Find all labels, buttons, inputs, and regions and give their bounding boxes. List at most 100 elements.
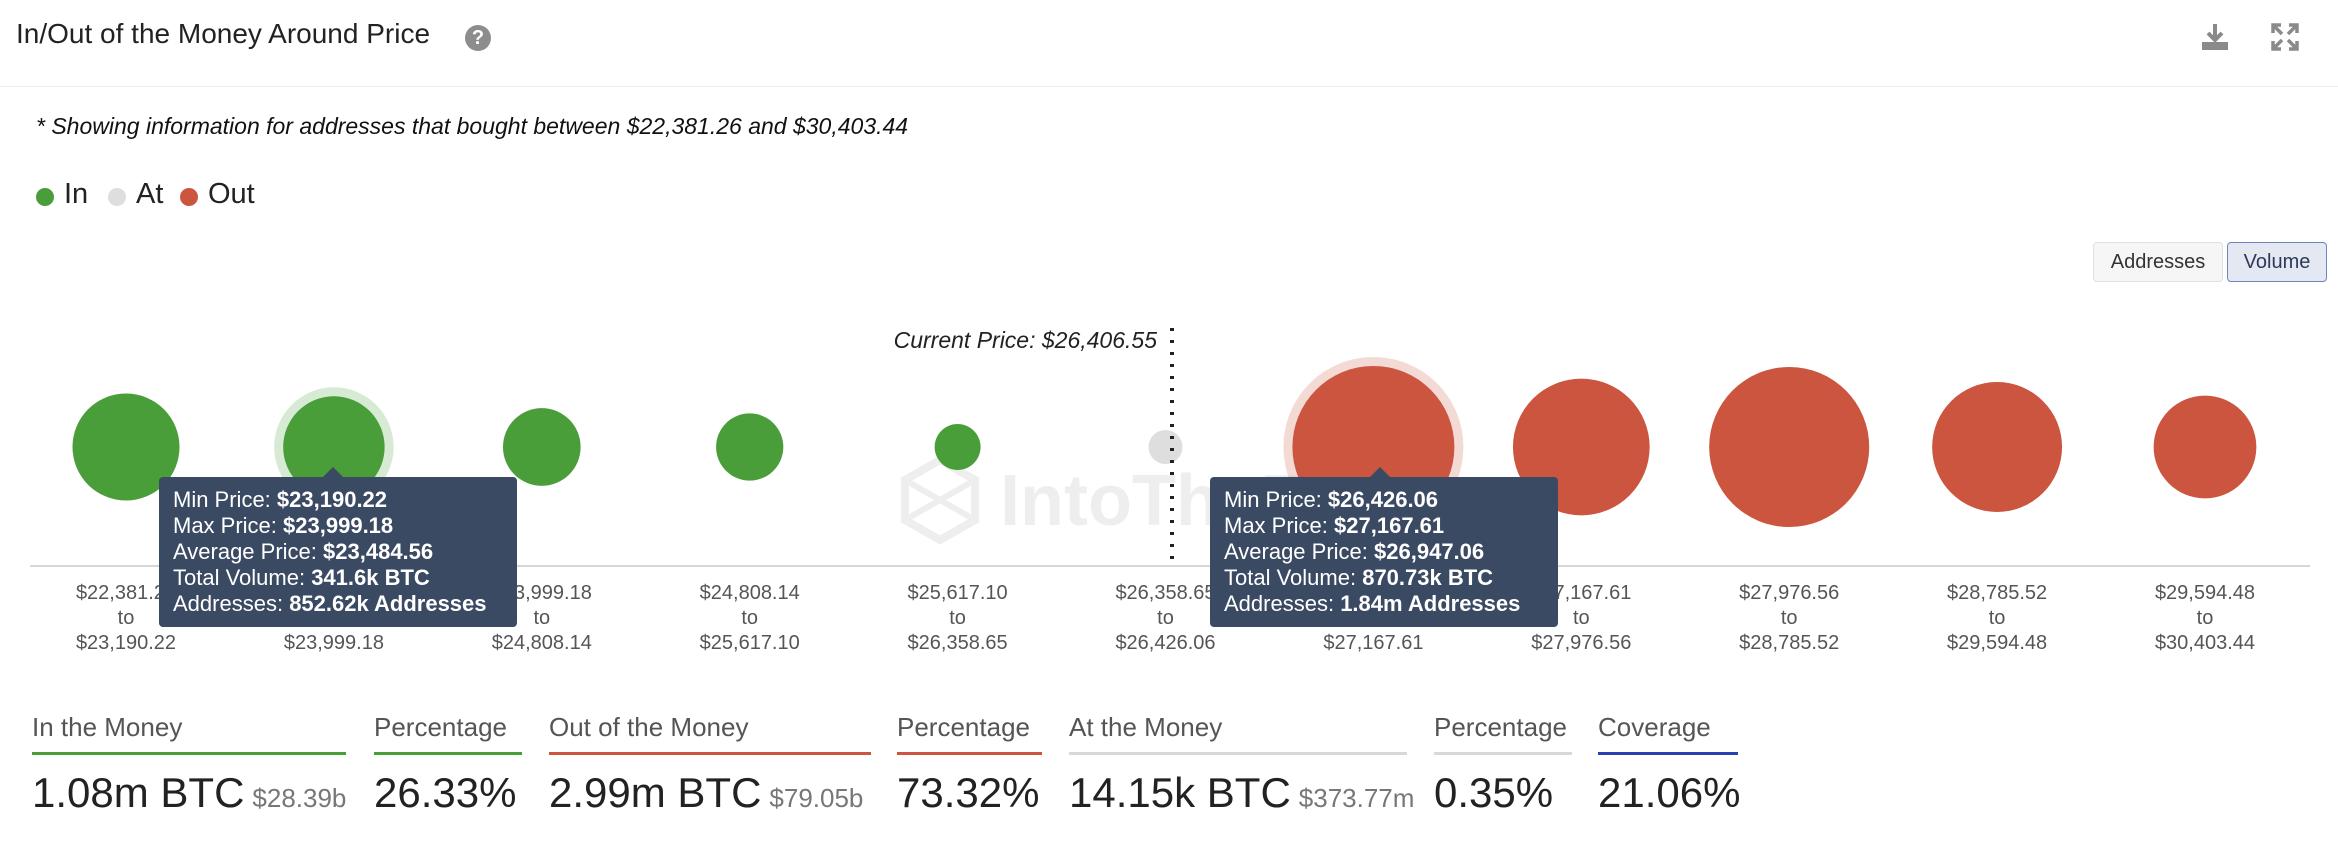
tick-label-from: $26,358.65: [1115, 582, 1215, 604]
tooltip-vol-label: Total Volume:: [1224, 565, 1357, 590]
bubble-out[interactable]: [2153, 395, 2257, 499]
bubble-in[interactable]: [283, 396, 385, 498]
stat-label: Out of the Money: [549, 712, 749, 742]
range-note: * Showing information for addresses that…: [36, 113, 909, 139]
stat-value: 21.06%: [1598, 769, 1741, 816]
toggle-volume-button[interactable]: Volume: [2227, 242, 2327, 282]
bubble-in[interactable]: [72, 393, 180, 501]
toggle-addresses-button[interactable]: Addresses: [2093, 242, 2223, 282]
legend-dot-at: [108, 188, 126, 206]
tooltip-max-value: $23,999.18: [283, 513, 394, 538]
stat-value: 14.15k BTC: [1069, 769, 1291, 816]
tick-label-from: $25,617.10: [908, 582, 1008, 604]
tick-label-to-price: $27,167.61: [1323, 632, 1423, 654]
tooltip-addr-value: 1.84m Addresses: [1340, 591, 1521, 616]
stat-at-percentage: Percentage 0.35%: [1434, 712, 1572, 817]
tooltip-addr-row: Addresses: 1.84m Addresses: [1224, 591, 1544, 617]
tooltip-avg-value: $23,484.56: [323, 539, 434, 564]
stat-underline: [549, 752, 871, 755]
tick-label-to-price: $24,808.14: [492, 632, 592, 654]
stat-underline: [1069, 752, 1407, 755]
download-icon[interactable]: [2198, 20, 2232, 54]
stat-label: At the Money: [1069, 712, 1223, 742]
tooltip-min-label: Min Price:: [173, 487, 271, 512]
bubble-out[interactable]: [1932, 382, 2063, 512]
legend-dot-in: [36, 188, 54, 206]
tooltip-avg-row: Average Price: $23,484.56: [173, 539, 503, 565]
tick-label-to: to: [1989, 607, 2006, 629]
tick-label-to-price: $23,999.18: [284, 632, 384, 654]
tick-label-to-price: $23,190.22: [76, 632, 176, 654]
stat-label: In the Money: [32, 712, 183, 742]
tooltip-addr-row: Addresses: 852.62k Addresses: [173, 591, 503, 617]
tooltip-max-row: Max Price: $27,167.61: [1224, 513, 1544, 539]
tooltip-vol-row: Total Volume: 870.73k BTC: [1224, 565, 1544, 591]
widget-header: In/Out of the Money Around Price ?: [0, 0, 2338, 87]
tooltip-max-label: Max Price:: [1224, 513, 1328, 538]
watermark-logo-icon: [901, 455, 979, 545]
stat-at-the-money: At the Money 14.15k BTC $373.77m: [1069, 712, 1414, 817]
tooltip-min-value: $26,426.06: [1327, 487, 1439, 512]
stat-label: Percentage: [897, 712, 1030, 742]
bubble-in[interactable]: [716, 413, 784, 481]
stat-underline: [1434, 752, 1572, 755]
tick-label-to: to: [118, 607, 135, 629]
stat-value: 1.08m BTC: [32, 769, 245, 816]
stat-value-row: 2.99m BTC $79.05b: [549, 769, 871, 817]
tooltip-max-value: $27,167.61: [1334, 513, 1445, 538]
tooltip-vol-value: 870.73k BTC: [1362, 565, 1494, 590]
tick-label-to: to: [533, 607, 550, 629]
stat-underline: [897, 752, 1042, 755]
tick-label-to: to: [2197, 607, 2214, 629]
tick-label-from: $24,808.14: [700, 582, 800, 604]
tick-label-to-price: $26,358.65: [908, 632, 1008, 654]
bubble-at[interactable]: [1148, 430, 1183, 464]
stat-out-of-the-money: Out of the Money 2.99m BTC $79.05b: [549, 712, 871, 817]
bubble-out[interactable]: [1709, 366, 1870, 528]
stat-in-percentage: Percentage 26.33%: [374, 712, 522, 817]
tick-label-to-price: $26,426.06: [1115, 632, 1215, 654]
tick-label-to-price: $27,976.56: [1531, 632, 1631, 654]
stat-label: Percentage: [374, 712, 507, 742]
legend-dot-out: [180, 188, 198, 206]
stat-underline: [374, 752, 522, 755]
tick-label-from: $29,594.48: [2155, 582, 2255, 604]
stat-value: 0.35%: [1434, 769, 1554, 816]
stat-value-row: 1.08m BTC $28.39b: [32, 769, 346, 817]
tick-label-to-price: $30,403.44: [2155, 632, 2255, 654]
tooltip-range-7: Min Price: $26,426.06 Max Price: $27,167…: [1210, 467, 1558, 627]
tooltip-arrow: [1370, 467, 1390, 477]
tooltip-avg-label: Average Price:: [1224, 539, 1368, 564]
stat-underline: [1598, 752, 1738, 755]
tooltip-vol-row: Total Volume: 341.6k BTC: [173, 565, 503, 591]
bubble-in[interactable]: [934, 424, 981, 470]
tooltip-addr-label: Addresses:: [1224, 591, 1335, 616]
tooltip-min-row: Min Price: $26,426.06: [1224, 487, 1544, 513]
tick-label-to: to: [949, 607, 966, 629]
tooltip-min-label: Min Price:: [1224, 487, 1322, 512]
tick-label-to: to: [1573, 607, 1590, 629]
tooltip-min-row: Min Price: $23,190.22: [173, 487, 503, 513]
tick-label-from: $22,381.26: [76, 582, 176, 604]
tooltip-vol-label: Total Volume:: [173, 565, 306, 590]
bubble-in[interactable]: [502, 408, 581, 486]
tick-label-to: to: [741, 607, 758, 629]
expand-icon[interactable]: [2268, 20, 2302, 54]
tooltip-avg-value: $26,947.06: [1374, 539, 1485, 564]
legend-label-in: In: [64, 178, 89, 210]
stat-label: Percentage: [1434, 712, 1567, 742]
tooltip-range-2: Min Price: $23,190.22 Max Price: $23,999…: [159, 467, 517, 627]
tooltip-vol-value: 341.6k BTC: [311, 565, 430, 590]
tooltip-avg-row: Average Price: $26,947.06: [1224, 539, 1544, 565]
tooltip-addr-value: 852.62k Addresses: [289, 591, 487, 616]
stat-value-row: 14.15k BTC $373.77m: [1069, 769, 1414, 817]
current-price-label: Current Price: $26,406.55: [894, 327, 1158, 353]
stat-out-percentage: Percentage 73.32%: [897, 712, 1042, 817]
stat-value: 2.99m BTC: [549, 769, 762, 816]
tooltip-min-value: $23,190.22: [276, 487, 388, 512]
stat-value: 26.33%: [374, 769, 517, 816]
tooltip-max-row: Max Price: $23,999.18: [173, 513, 503, 539]
tick-label-to: to: [1157, 607, 1174, 629]
legend-label-at: At: [136, 178, 164, 210]
help-icon[interactable]: ?: [465, 25, 491, 51]
